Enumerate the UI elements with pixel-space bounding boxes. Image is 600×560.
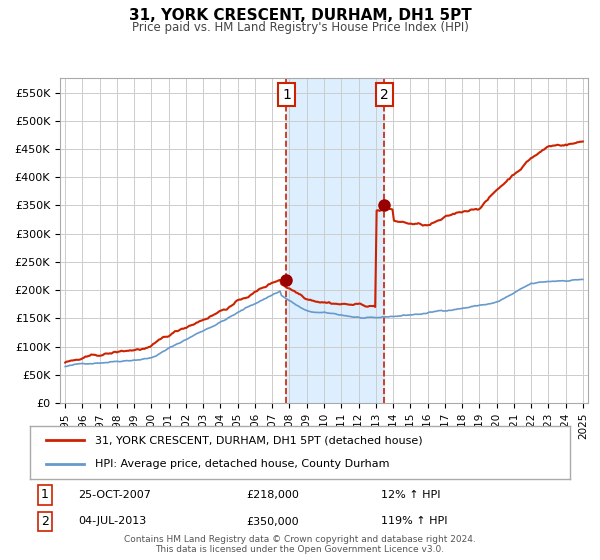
Text: 2: 2 [41, 515, 49, 528]
Text: 25-OCT-2007: 25-OCT-2007 [79, 490, 151, 500]
Text: 04-JUL-2013: 04-JUL-2013 [79, 516, 147, 526]
Text: HPI: Average price, detached house, County Durham: HPI: Average price, detached house, Coun… [95, 459, 389, 469]
Text: £218,000: £218,000 [246, 490, 299, 500]
Text: 1: 1 [41, 488, 49, 501]
Text: Price paid vs. HM Land Registry's House Price Index (HPI): Price paid vs. HM Land Registry's House … [131, 21, 469, 34]
Text: 2: 2 [380, 87, 389, 102]
Text: 12% ↑ HPI: 12% ↑ HPI [381, 490, 440, 500]
Text: 119% ↑ HPI: 119% ↑ HPI [381, 516, 448, 526]
Text: 1: 1 [282, 87, 291, 102]
Bar [286, 78, 385, 403]
Text: £350,000: £350,000 [246, 516, 299, 526]
Text: 31, YORK CRESCENT, DURHAM, DH1 5PT: 31, YORK CRESCENT, DURHAM, DH1 5PT [128, 8, 472, 24]
Text: Contains HM Land Registry data © Crown copyright and database right 2024.
This d: Contains HM Land Registry data © Crown c… [124, 535, 476, 554]
Text: 31, YORK CRESCENT, DURHAM, DH1 5PT (detached house): 31, YORK CRESCENT, DURHAM, DH1 5PT (deta… [95, 436, 422, 446]
